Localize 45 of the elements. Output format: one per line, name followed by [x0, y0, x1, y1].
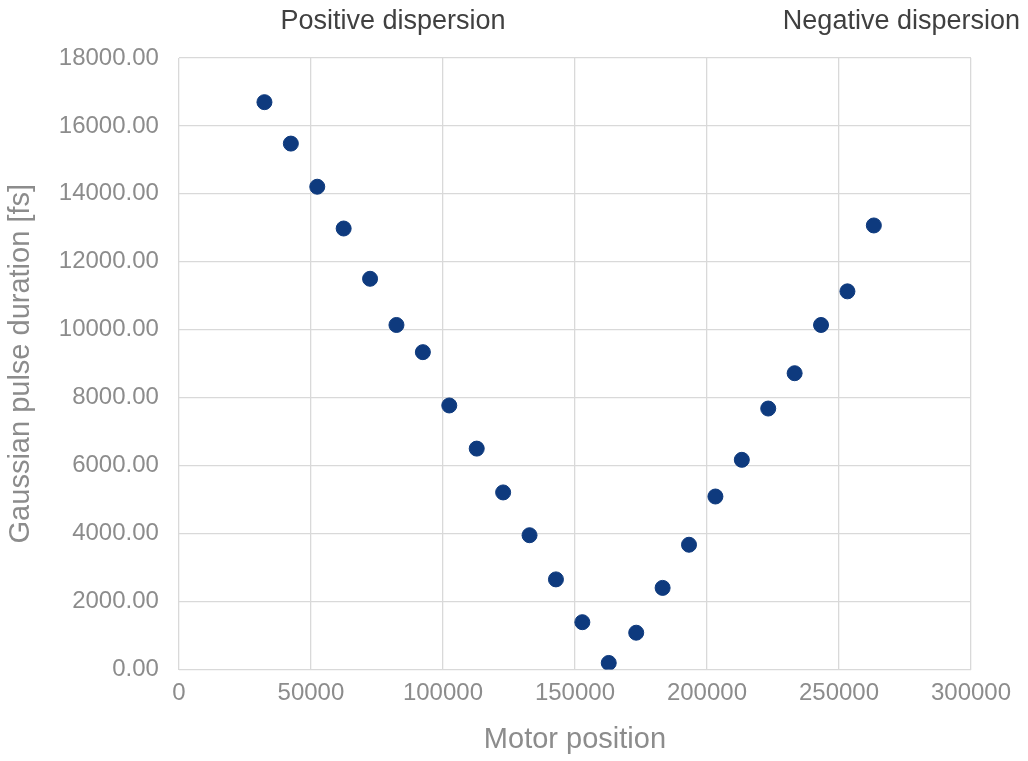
x-tick-label: 200000: [666, 678, 748, 706]
x-tick-label: 150000: [534, 678, 615, 706]
x-axis-title: Motor position: [483, 721, 667, 754]
point: [600, 654, 617, 670]
x-tick-label: 50000: [277, 678, 345, 706]
point: [441, 397, 458, 414]
text: Negative dispersion: [782, 5, 1020, 36]
point: [574, 614, 591, 631]
point: [468, 440, 485, 457]
point: [362, 270, 379, 287]
y-tick-label: 16000.00: [58, 110, 159, 138]
point: [760, 400, 777, 417]
point: [388, 316, 405, 333]
y-tick-label: 12000.00: [58, 246, 159, 274]
y-tick-label: 2000.00: [72, 586, 159, 614]
point: [786, 365, 803, 382]
point: [681, 536, 698, 553]
text: Positive dispersion: [280, 5, 506, 36]
point: [733, 451, 750, 468]
point: [414, 344, 431, 361]
point: [628, 624, 645, 641]
point: [495, 484, 512, 501]
point: [521, 527, 538, 544]
y-tick-label: 0.00: [112, 654, 159, 682]
point: [865, 217, 882, 234]
point: [335, 220, 352, 237]
y-tick-label: 10000.00: [58, 314, 159, 342]
y-tick-label: 18000.00: [58, 42, 159, 70]
x-tick-label: 100000: [402, 678, 483, 706]
y-tick-label: 8000.00: [72, 382, 159, 410]
y-tick-label: 14000.00: [58, 178, 159, 206]
point: [547, 571, 564, 588]
point: [309, 178, 326, 195]
x-tick-label: 250000: [798, 678, 880, 706]
y-tick-label: 4000.00: [72, 518, 159, 546]
point: [282, 135, 299, 152]
point: [256, 94, 273, 111]
y-axis-title: Gaussian pulse duration [fs]: [3, 183, 36, 544]
point: [813, 316, 830, 333]
x-tick-label: 0: [172, 678, 186, 706]
y-tick-label: 6000.00: [72, 450, 159, 478]
point: [839, 283, 856, 300]
point: [707, 488, 724, 505]
x-tick-label: 300000: [930, 678, 1012, 706]
point: [654, 579, 671, 596]
